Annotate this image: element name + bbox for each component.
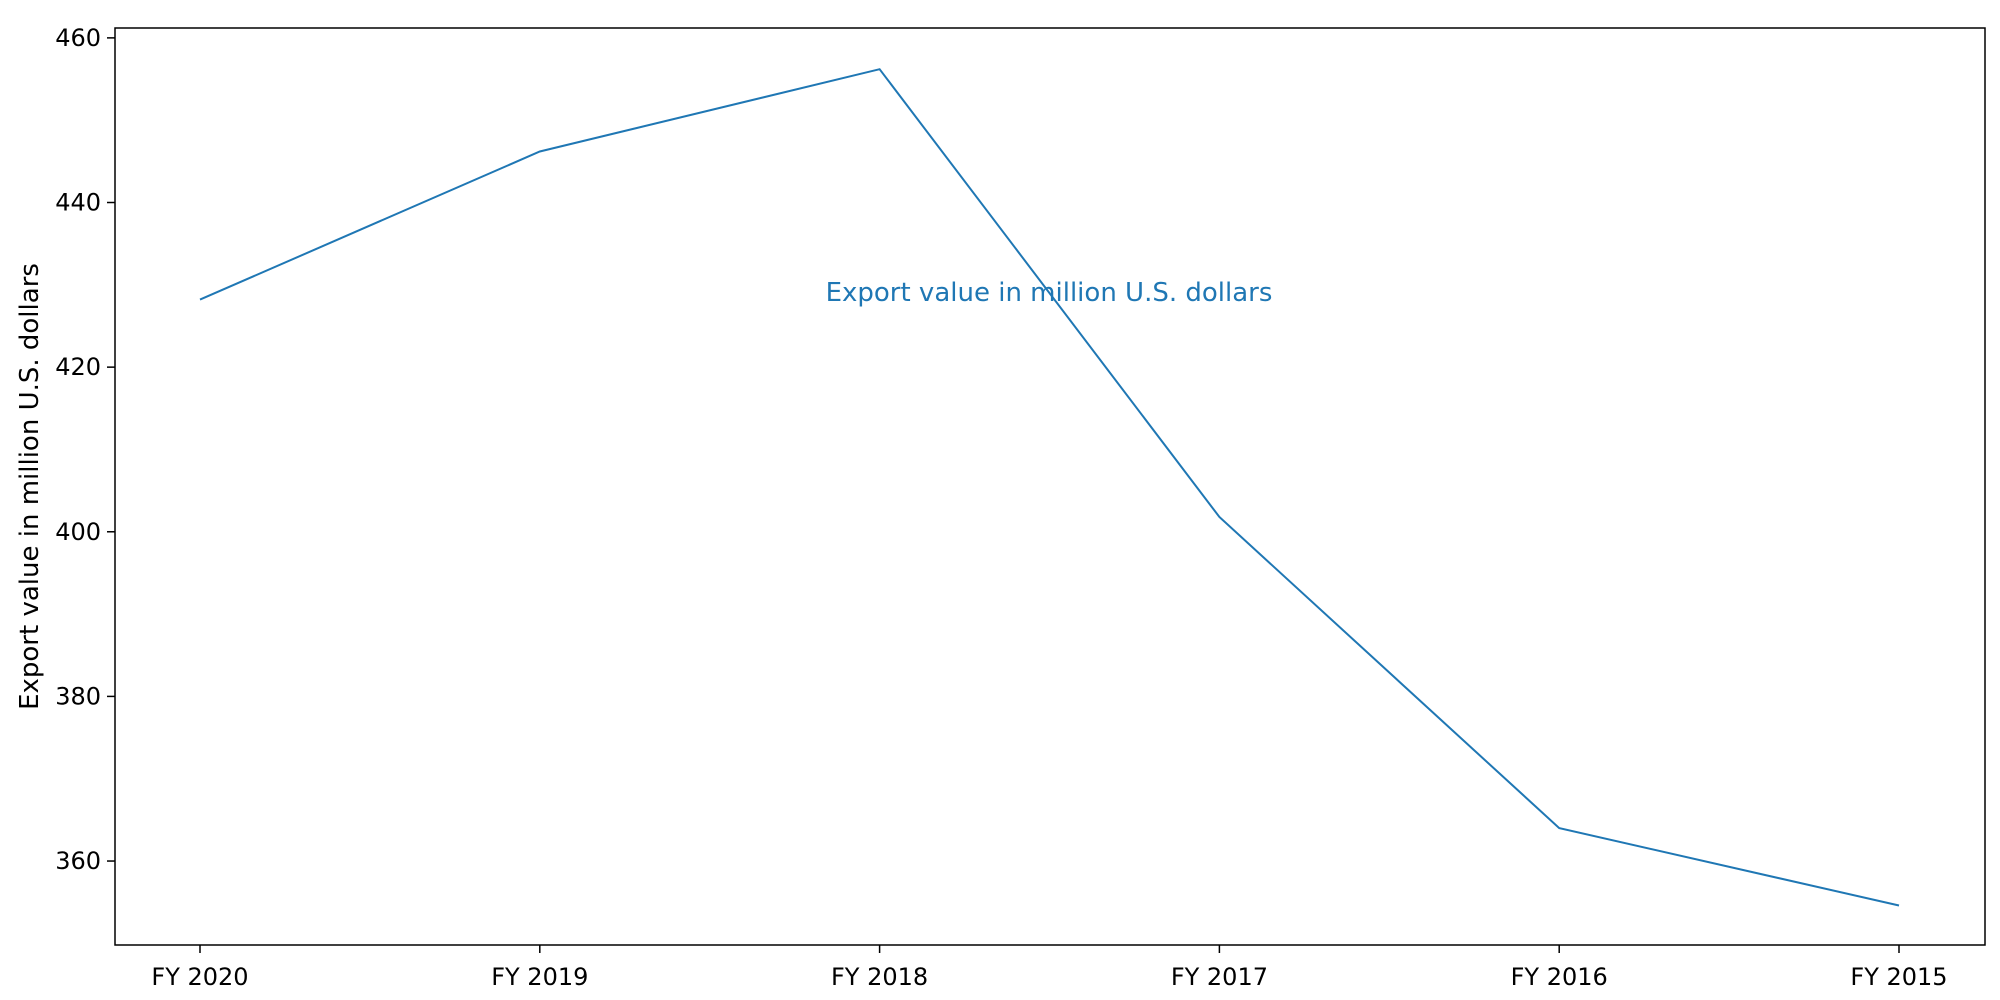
- x-tick-label: FY 2019: [491, 963, 588, 991]
- y-tick-label: 360: [55, 847, 101, 875]
- x-tick-label: FY 2018: [831, 963, 928, 991]
- x-tick-label: FY 2015: [1850, 963, 1947, 991]
- y-axis-title: Export value in million U.S. dollars: [15, 263, 45, 710]
- y-tick-label: 420: [55, 353, 101, 381]
- plot-frame: [114, 27, 1986, 946]
- x-tick-label: FY 2020: [151, 963, 248, 991]
- y-axis-ticks: 360 380 400 420 440 460: [55, 24, 115, 875]
- x-axis-ticks: FY 2020 FY 2019 FY 2018 FY 2017 FY 2016 FY 20…: [151, 945, 1948, 991]
- series-line: [199, 68, 1900, 907]
- y-tick-label: 460: [55, 24, 101, 52]
- x-tick-label: FY 2017: [1171, 963, 1268, 991]
- y-tick-label: 440: [55, 189, 101, 217]
- series-annotation: Export value in million U.S. dollars: [826, 278, 1273, 308]
- y-tick-label: 400: [55, 518, 101, 546]
- y-tick-label: 380: [55, 682, 101, 710]
- x-tick-label: FY 2016: [1511, 963, 1608, 991]
